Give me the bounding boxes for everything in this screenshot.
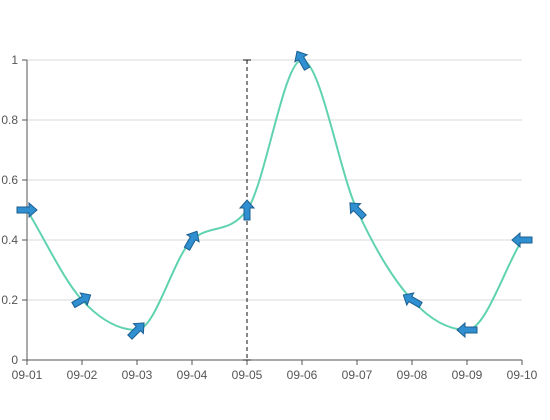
arrow-icon xyxy=(511,231,533,249)
x-tick-label: 09-06 xyxy=(287,368,318,382)
y-tick-label: 0.8 xyxy=(1,113,18,127)
arrow-icon xyxy=(402,292,423,309)
x-tick-label: 09-09 xyxy=(452,368,483,382)
axes xyxy=(26,60,522,361)
arrow-icon xyxy=(294,50,311,71)
x-tick-labels: 09-01 09-02 09-03 09-04 09-05 09-06 09-07 09-08… xyxy=(12,360,538,382)
y-tick-label: 1 xyxy=(11,53,18,67)
arrow-icon xyxy=(183,230,200,251)
x-tick-label: 09-08 xyxy=(397,368,428,382)
y-tick-label: 0.2 xyxy=(1,293,18,307)
y-tick-label: 0.6 xyxy=(1,173,18,187)
x-tick-label: 09-05 xyxy=(232,368,263,382)
y-tick-label: 0 xyxy=(11,353,18,367)
arrow-icon xyxy=(456,321,478,339)
arrow-icon xyxy=(71,292,92,309)
arrow-markers xyxy=(16,50,533,340)
x-tick-label: 09-10 xyxy=(507,368,538,382)
x-tick-label: 09-04 xyxy=(177,368,208,382)
x-tick-label: 09-07 xyxy=(342,368,373,382)
x-tick-label: 09-01 xyxy=(12,368,43,382)
x-tick-label: 09-02 xyxy=(67,368,98,382)
arrow-icon xyxy=(349,202,367,220)
series-line xyxy=(26,58,523,332)
arrow-icon xyxy=(16,201,38,219)
y-tick-label: 0.4 xyxy=(1,233,18,247)
x-tick-label: 09-03 xyxy=(122,368,153,382)
y-tick-labels: 0 0.2 0.4 0.6 0.8 1 xyxy=(1,53,27,367)
gridlines xyxy=(27,59,522,301)
arrow-icon xyxy=(127,322,145,340)
arrow-icon xyxy=(238,199,256,221)
